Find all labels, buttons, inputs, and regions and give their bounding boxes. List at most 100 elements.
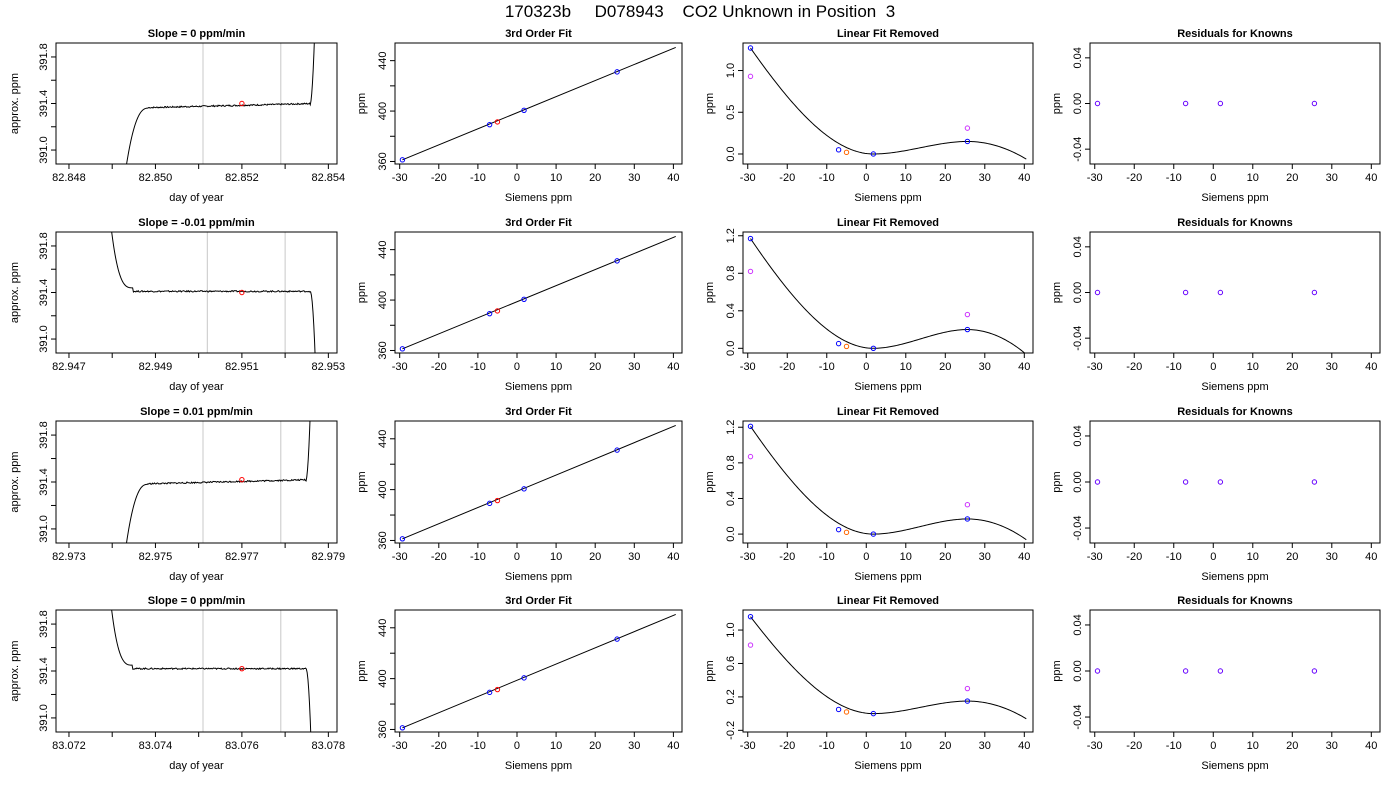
y-axis-label: approx. ppm [9, 73, 21, 134]
x-tick-label: 30 [1326, 172, 1338, 184]
plot-frame [55, 420, 338, 544]
y-tick-label: 391.4 [38, 468, 50, 496]
x-tick-label: 40 [1018, 361, 1030, 373]
y-tick-label: 391.8 [38, 232, 50, 260]
x-tick-label: -10 [1166, 172, 1182, 184]
data-point [835, 340, 842, 347]
y-tick-label: -0.04 [1072, 704, 1084, 729]
y-tick-label: -0.04 [1072, 137, 1084, 162]
sample-point [239, 289, 245, 296]
panel-title: Slope = 0 ppm/min [148, 595, 246, 607]
y-tick-label: 0.04 [1072, 614, 1084, 635]
data-point [1182, 100, 1189, 107]
plot-area [1094, 289, 1318, 296]
panel-r3-c1: Slope = 0.01 ppm/min day of year approx. p… [9, 406, 345, 583]
x-tick-label: 20 [939, 740, 951, 752]
panel-title: Linear Fit Removed [837, 595, 939, 607]
data-point [843, 709, 850, 715]
y-tick-label: 1.0 [725, 63, 737, 78]
x-tick-label: 30 [628, 172, 640, 184]
y-tick-label: 391.0 [38, 136, 50, 164]
panel-r4-c3: Linear Fit Removed Siemens ppm ppm -30 -20 -1… [704, 595, 1034, 772]
panel-title: Linear Fit Removed [837, 28, 939, 40]
data-point [1311, 668, 1318, 674]
x-tick-label: 0 [1210, 361, 1216, 373]
plot-area [747, 613, 1027, 720]
y-tick-label: 0.04 [1072, 47, 1084, 68]
x-tick-label: -10 [819, 551, 835, 563]
x-tick-label: 30 [979, 361, 991, 373]
plot-area [1094, 668, 1318, 674]
y-tick-label: 0.00 [1072, 282, 1084, 303]
x-tick-label: 0 [863, 551, 869, 563]
x-tick-label: 20 [1286, 172, 1298, 184]
y-tick-label: 440 [377, 240, 389, 258]
data-point [1182, 479, 1189, 485]
data-point [747, 613, 754, 620]
x-axis-label: day of year [169, 571, 224, 583]
y-tick-label: 391.8 [38, 43, 50, 71]
y-tick-label: 391.0 [38, 704, 50, 732]
y-tick-label: 391.8 [38, 610, 50, 638]
x-axis-label: Siemens ppm [505, 760, 572, 772]
panel-r1-c2: 3rd Order Fit Siemens ppm ppm -30 -20 -10 0 10 2… [356, 28, 683, 204]
fit-line [402, 46, 676, 161]
x-tick-label: -10 [819, 361, 835, 373]
plot-frame [742, 231, 1034, 354]
data-point [835, 526, 842, 533]
x-tick-label: -20 [431, 551, 447, 563]
x-tick-label: 40 [1365, 361, 1377, 373]
x-tick-label: 20 [589, 551, 601, 563]
page-title: 170323b D078943 CO2 Unknown in Position … [504, 2, 896, 21]
x-tick-label: 40 [667, 361, 679, 373]
x-tick-label: 83.076 [225, 740, 259, 752]
panel-r3-c2: 3rd Order Fit Siemens ppm ppm -30 -20 -10 0 10 2… [356, 406, 683, 583]
x-tick-label: 30 [979, 740, 991, 752]
y-tick-label: 0.04 [1072, 236, 1084, 257]
panel-title: Slope = 0.01 ppm/min [140, 406, 253, 418]
data-point [964, 516, 971, 522]
co2-trace-line [111, 610, 312, 732]
y-tick-label: 0.8 [725, 266, 737, 281]
x-tick-label: 83.072 [52, 740, 86, 752]
plot-frame [394, 42, 683, 165]
fit-line [402, 424, 676, 540]
x-tick-label: -30 [392, 361, 408, 373]
data-point [521, 107, 527, 114]
x-tick-label: 0 [1210, 740, 1216, 752]
y-tick-label: 391.4 [38, 90, 50, 118]
fit-curve [750, 238, 1026, 353]
data-point [399, 536, 406, 542]
co2-trace-line [111, 232, 316, 353]
x-tick-label: 10 [900, 172, 912, 184]
y-tick-label: 0.6 [725, 656, 737, 671]
plot-area [126, 43, 315, 164]
data-point [614, 69, 620, 75]
x-tick-label: 20 [1286, 551, 1298, 563]
plot-frame [742, 420, 1034, 544]
sample-point [239, 665, 245, 672]
data-point [494, 119, 501, 125]
x-axis-label: day of year [169, 381, 224, 393]
y-tick-label: 400 [377, 669, 389, 687]
x-tick-label: 30 [979, 551, 991, 563]
x-tick-label: -20 [1126, 740, 1142, 752]
x-tick-label: 40 [1018, 551, 1030, 563]
x-tick-label: 40 [1018, 172, 1030, 184]
data-point [1217, 289, 1224, 296]
panel-r3-c4: Residuals for Knowns Siemens ppm ppm -30 -20… [1051, 406, 1381, 583]
fit-line [402, 613, 676, 729]
x-tick-label: -10 [1166, 740, 1182, 752]
x-tick-label: 10 [900, 740, 912, 752]
y-tick-label: -0.04 [1072, 515, 1084, 540]
x-tick-label: -10 [819, 172, 835, 184]
x-tick-label: 82.854 [312, 172, 346, 184]
data-point [1094, 100, 1101, 107]
x-axis-label: Siemens ppm [854, 571, 921, 583]
y-axis-label: ppm [704, 282, 716, 303]
x-tick-label: -10 [470, 361, 486, 373]
y-tick-label: 1.2 [725, 420, 737, 435]
data-point [521, 296, 527, 303]
y-tick-label: 1.0 [725, 622, 737, 637]
x-tick-label: 30 [628, 361, 640, 373]
